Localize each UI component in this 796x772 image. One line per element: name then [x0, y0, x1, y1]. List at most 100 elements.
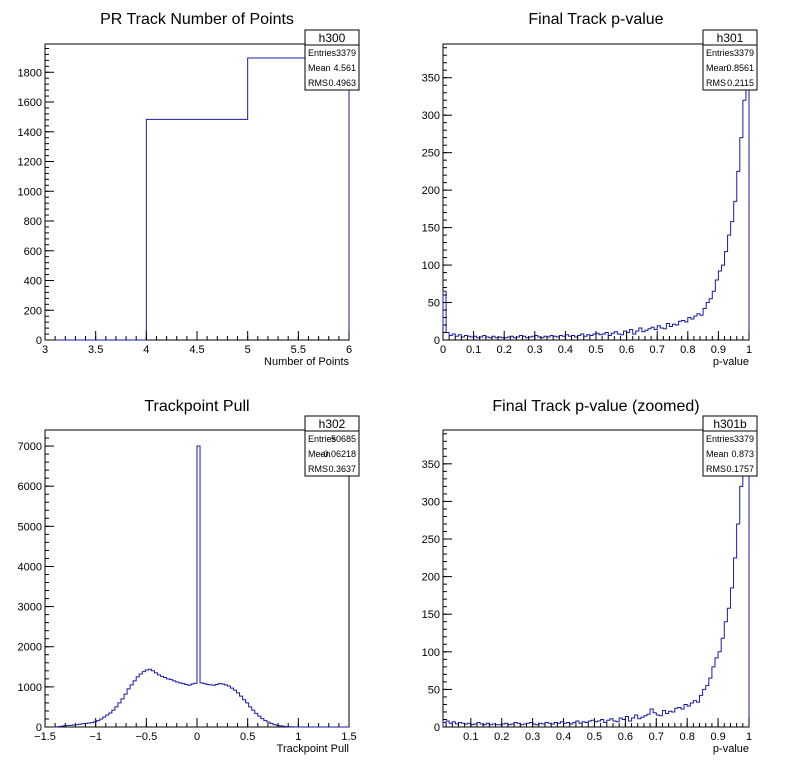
stats-box-frame	[702, 29, 758, 91]
y-tick-label: 50	[428, 684, 440, 696]
y-tick-label: 300	[422, 110, 440, 122]
x-tick-label: 0.5	[240, 731, 255, 743]
y-tick-label: 800	[24, 216, 42, 228]
y-tick-label: 200	[24, 305, 42, 317]
stats-key: RMS	[706, 78, 726, 88]
x-tick-label: 0.7	[649, 731, 664, 743]
x-tick-label: 1	[746, 344, 752, 356]
histogram-series	[45, 57, 350, 341]
chart-title: Final Track p-value (zoomed)	[492, 398, 699, 415]
stats-key: RMS	[308, 464, 328, 474]
x-tick-label: 0.5	[587, 731, 602, 743]
y-tick-label: 0	[36, 335, 42, 347]
stats-value: 0.1757	[726, 464, 754, 474]
stats-key: RMS	[706, 464, 726, 474]
y-tick-label: 350	[422, 459, 440, 471]
stats-value: 0.4963	[328, 78, 356, 88]
histogram-series	[442, 463, 750, 727]
y-tick-label: 0	[434, 722, 440, 734]
x-axis-label: p-value	[713, 743, 749, 755]
y-tick-label: 100	[422, 260, 440, 272]
x-tick-label: 0.4	[556, 731, 571, 743]
x-axis-label: Number of Points	[264, 356, 349, 368]
stats-value: 0.873	[731, 449, 754, 459]
y-tick-label: 600	[24, 246, 42, 258]
x-tick-label: 0	[440, 344, 446, 356]
y-tick-label: 250	[422, 148, 440, 160]
stats-box: h300 Entries 3379 Mean 4.561 RMS 0.4963	[304, 29, 360, 91]
chart-panel-2: Final Track p-value 0 0.1 0.2 0.3 0.4 0.5 0.6 0.…	[422, 11, 758, 368]
stats-histogram-name: h300	[319, 31, 346, 45]
y-tick-label: 150	[422, 609, 440, 621]
x-tick-label: 6	[346, 344, 352, 356]
stats-value: 3379	[336, 48, 356, 58]
y-tick-label: 300	[422, 496, 440, 508]
x-tick-label: 0.3	[525, 731, 540, 743]
y-tick-label: 150	[422, 223, 440, 235]
x-tick-label: 0.2	[494, 731, 509, 743]
x-tick-label: 3.5	[88, 344, 103, 356]
stats-histogram-name: h301	[717, 31, 744, 45]
x-tick-label: 3	[42, 344, 48, 356]
x-tick-label: 0.3	[527, 344, 542, 356]
x-tick-label: 0.5	[588, 344, 603, 356]
stats-box-frame	[304, 415, 360, 477]
y-tick-label: 1800	[18, 67, 42, 79]
y-tick-label: 1400	[18, 127, 42, 139]
y-tick-label: 100	[422, 647, 440, 659]
histogram-series	[45, 445, 349, 728]
y-tick-label: 200	[422, 185, 440, 197]
x-tick-label: 5	[245, 344, 251, 356]
stats-value: 0.3637	[328, 464, 356, 474]
y-tick-label: 0	[434, 335, 440, 347]
stats-value: 0.8561	[726, 63, 754, 73]
stats-key: Entries	[706, 48, 735, 58]
y-tick-label: 1200	[18, 157, 42, 169]
x-axis-label: p-value	[713, 356, 749, 368]
x-tick-label: 0.1	[466, 344, 481, 356]
x-tick-label: 4.5	[189, 344, 204, 356]
y-tick-label: 7000	[18, 441, 42, 453]
x-tick-label: 1.5	[341, 731, 356, 743]
stats-key: Mean	[706, 449, 729, 459]
x-tick-label: 0.8	[680, 344, 695, 356]
stats-histogram-name: h302	[319, 417, 346, 431]
chart-panel-3: Trackpoint Pull −1.5 −1 −0.5 0 0.5 1 1.5 0 1000 20…	[18, 398, 360, 755]
x-tick-label: 0.8	[680, 731, 695, 743]
x-tick-label: −1.5	[34, 731, 56, 743]
x-tick-label: 0.6	[618, 731, 633, 743]
y-tick-label: 1000	[18, 682, 42, 694]
stats-value: 3379	[734, 434, 754, 444]
y-tick-label: 6000	[18, 481, 42, 493]
y-tick-label: 5000	[18, 521, 42, 533]
y-tick-label: 0	[36, 722, 42, 734]
x-tick-label: 0.6	[619, 344, 634, 356]
chart-panel-4: Final Track p-value (zoomed) 0.1 0.2 0.3 0.4…	[422, 398, 758, 755]
y-tick-label: 2000	[18, 642, 42, 654]
stats-value: 50685	[331, 434, 356, 444]
x-tick-label: 4	[143, 344, 149, 356]
x-tick-label: −1	[89, 731, 102, 743]
stats-value: 0.2115	[727, 78, 754, 88]
chart-panel-1: PR Track Number of Points 3 3.5 4 4.5 5 5.5 6 0 2…	[18, 11, 360, 368]
chart-title: Trackpoint Pull	[144, 398, 249, 415]
x-tick-label: 1	[746, 731, 752, 743]
histogram-series	[442, 77, 750, 340]
y-tick-label: 4000	[18, 561, 42, 573]
x-tick-label: 0.7	[650, 344, 665, 356]
stats-key: Mean	[706, 63, 729, 73]
stats-value: 4.561	[333, 63, 356, 73]
x-tick-label: 1	[295, 731, 301, 743]
y-tick-label: 50	[428, 298, 440, 310]
y-tick-label: 200	[422, 572, 440, 584]
x-tick-label: 0.1	[463, 731, 478, 743]
x-tick-label: 0.2	[497, 344, 512, 356]
x-tick-label: 0.9	[711, 344, 726, 356]
x-axis-label: Trackpoint Pull	[277, 743, 349, 755]
chart-title: Final Track p-value	[528, 11, 663, 28]
stats-value: −0.06218	[318, 449, 356, 459]
stats-histogram-name: h301b	[713, 417, 747, 431]
stats-box-frame	[702, 415, 758, 477]
